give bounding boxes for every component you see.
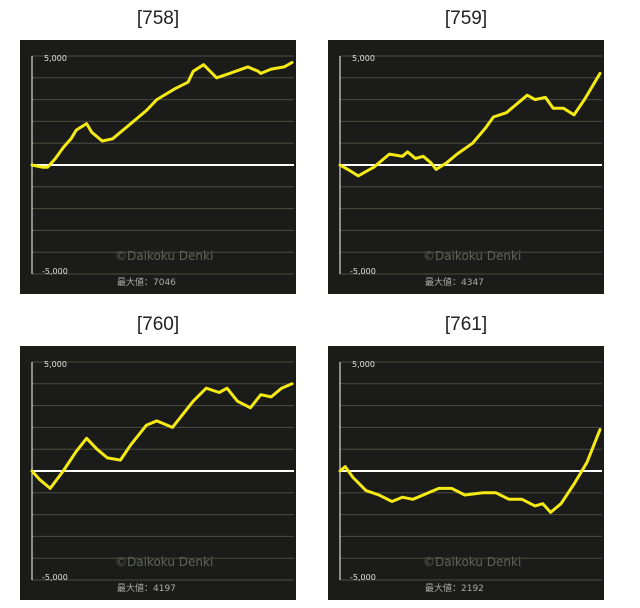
series-line [338, 71, 602, 178]
max-value-label: 最大値：2192 [425, 582, 484, 594]
watermark: ©Daikoku Denki [423, 249, 521, 263]
chart-plot: 5,000 -5,000 ©Daikoku Denki 最大値：4197 [20, 346, 296, 600]
chart-title: [761] [444, 314, 488, 335]
chart-plot: 5,000 -5,000 ©Daikoku Denki 最大値：4347 [328, 40, 604, 294]
watermark: ©Daikoku Denki [423, 555, 521, 569]
chart-plot: 5,000 -5,000 ©Daikoku Denki 最大値：7046 [20, 40, 296, 294]
series-line [30, 61, 294, 169]
chart-title: [759] [444, 8, 488, 29]
y-tick-min: -5,000 [350, 267, 376, 276]
chart-plot: 5,000 -5,000 ©Daikoku Denki 最大値：2192 [328, 346, 604, 600]
y-tick-max: 5,000 [352, 54, 375, 63]
y-tick-min: -5,000 [42, 573, 68, 582]
y-tick-max: 5,000 [352, 360, 375, 369]
series-line [30, 382, 294, 490]
plot-background [328, 346, 604, 600]
watermark: ©Daikoku Denki [115, 249, 213, 263]
plot-background [20, 346, 296, 600]
chart-title: [760] [136, 314, 180, 335]
max-value-label: 最大値：4347 [425, 276, 484, 288]
watermark: ©Daikoku Denki [115, 555, 213, 569]
y-tick-min: -5,000 [42, 267, 68, 276]
max-value-label: 最大値：7046 [117, 276, 176, 288]
y-tick-min: -5,000 [350, 573, 376, 582]
series-line [338, 428, 602, 514]
y-tick-max: 5,000 [44, 360, 67, 369]
max-value-label: 最大値：4197 [117, 582, 176, 594]
chart-title: [758] [136, 8, 180, 29]
y-tick-max: 5,000 [44, 54, 67, 63]
plot-background [20, 40, 296, 294]
